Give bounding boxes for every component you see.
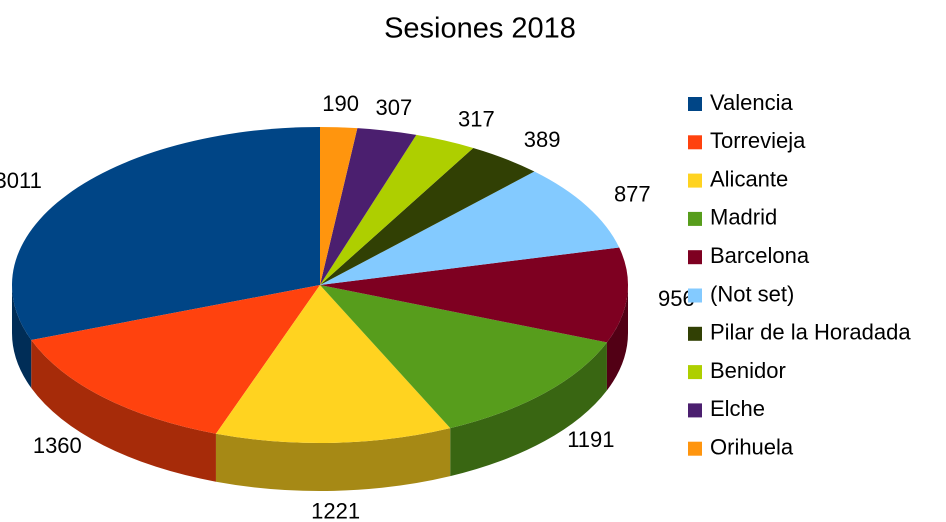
legend-label: Orihuela — [710, 435, 794, 460]
legend-swatch — [688, 441, 702, 456]
legend-swatch — [688, 211, 702, 226]
pie-side — [450, 342, 607, 477]
legend-swatch — [688, 173, 702, 188]
pie-slice — [11, 127, 321, 341]
pie-side — [12, 285, 32, 389]
legend-swatch — [688, 403, 702, 418]
legend-label: Alicante — [710, 166, 788, 191]
legend-label: Barcelona — [710, 243, 810, 268]
legend-swatch — [688, 365, 702, 380]
legend-label: Torrevieja — [710, 128, 806, 153]
data-label: 317 — [458, 106, 495, 131]
pie-sides — [12, 285, 628, 491]
legend-swatch — [688, 326, 702, 341]
legend-swatch — [688, 288, 702, 303]
data-label: 389 — [524, 127, 561, 152]
pie-tops — [11, 127, 628, 443]
pie-slice — [320, 171, 620, 285]
pie-slice — [31, 285, 321, 434]
data-label: 190 — [322, 91, 359, 116]
pie-slice — [320, 247, 628, 343]
legend-label: Valencia — [710, 90, 794, 115]
data-label: 1221 — [311, 499, 360, 522]
data-label: 1360 — [33, 433, 82, 458]
legend-label: Benidor — [710, 358, 786, 383]
legend-label: (Not set) — [710, 281, 794, 306]
pie-side — [215, 428, 451, 491]
legend-label: Madrid — [710, 205, 777, 230]
legend-swatch — [688, 97, 702, 111]
pie-slice — [320, 134, 474, 285]
data-label: 3011 — [0, 168, 42, 193]
pie-side — [31, 340, 216, 482]
data-label: 307 — [376, 95, 413, 120]
data-label: 877 — [614, 181, 651, 206]
pie-slice — [320, 147, 535, 285]
legend-label: Elche — [710, 396, 765, 421]
legend-label: Pilar de la Horadada — [710, 320, 911, 345]
pie-slice — [320, 285, 607, 429]
pie-slice — [320, 128, 417, 285]
pie-side — [606, 285, 628, 391]
pie-slice — [320, 127, 358, 285]
pie-slice — [215, 285, 451, 443]
chart-title: Sesiones 2018 — [384, 13, 576, 45]
legend-swatch — [688, 135, 702, 150]
legend-swatch — [688, 250, 702, 265]
data-label: 1191 — [567, 427, 614, 452]
